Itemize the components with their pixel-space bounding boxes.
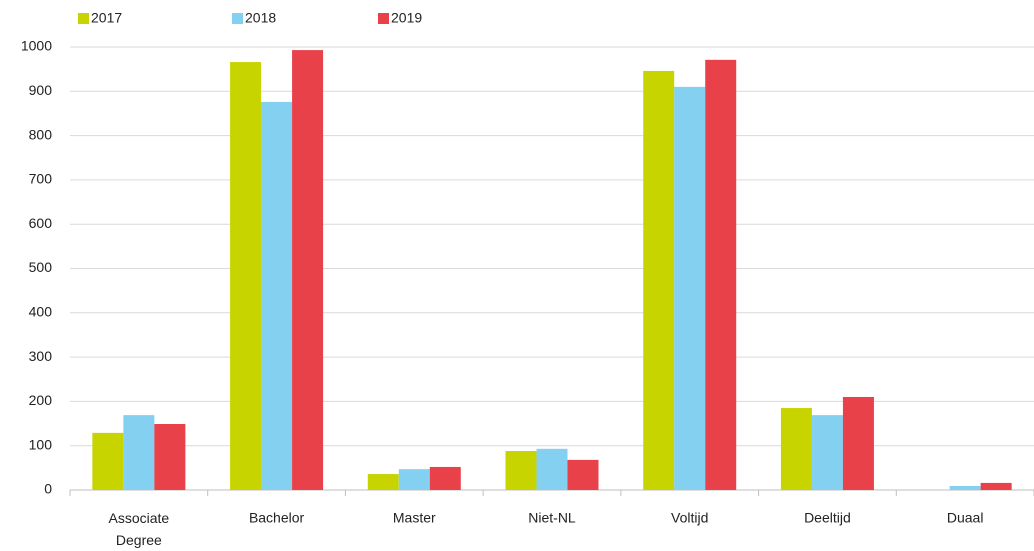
y-tick-label: 1000 [21,38,52,54]
bar [292,50,324,490]
bar [92,432,124,490]
bar [811,415,843,490]
bar [949,486,981,490]
legend-swatch [232,13,243,24]
bar [367,474,399,490]
x-tick-label: Bachelor [249,510,305,526]
y-tick-label: 700 [29,171,53,187]
y-tick-label: 500 [29,259,53,275]
y-tick-label: 0 [44,481,52,497]
y-tick-label: 800 [29,126,53,142]
y-tick-label: 900 [29,82,53,98]
y-tick-label: 400 [29,304,53,320]
bar [705,59,737,491]
x-tick-label: Voltijd [671,510,708,526]
bar [505,451,537,490]
bar [154,423,186,490]
legend-label: 2017 [91,10,122,26]
x-tick-label: Duaal [947,510,984,526]
y-tick-label: 100 [29,436,53,452]
legend-label: 2018 [245,10,276,26]
bar [429,466,461,490]
bar [674,86,706,491]
bar [980,482,1012,490]
y-tick-label: 600 [29,215,53,231]
bar [230,62,262,490]
bar [780,408,812,490]
bar [567,459,599,490]
legend-swatch [378,13,389,24]
x-tick-label: Deeltijd [804,510,851,526]
x-tick-label: Associate Degree [109,510,170,548]
legend-label: 2019 [391,10,422,26]
y-tick-label: 300 [29,348,53,364]
legend-swatch [78,13,89,24]
bar [261,101,293,490]
bar [123,415,155,490]
y-tick-label: 200 [29,392,53,408]
bar [398,469,430,490]
bar [842,396,874,490]
x-tick-label: Master [393,510,436,526]
x-tick-label: Niet-NL [528,510,576,526]
bar [643,70,675,490]
bar [536,448,568,490]
